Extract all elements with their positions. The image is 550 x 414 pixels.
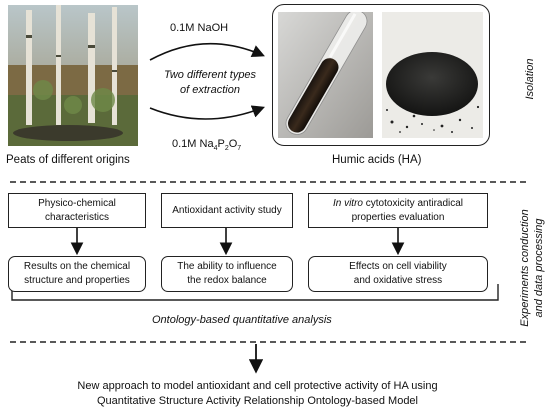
physico-chemical-line1: Physico-chemical	[38, 197, 116, 209]
experiments-label-line2: and data processing	[533, 218, 545, 318]
in-vitro-rest: cytotoxicity antiradical	[362, 197, 464, 209]
cell-viability-line1: Effects on cell viability	[349, 261, 447, 272]
test-tube-photo	[278, 12, 373, 138]
conclusion-text: New approach to model antioxidant and ce…	[0, 379, 515, 409]
naoh-label: 0.1M NaOH	[170, 22, 229, 34]
redox-balance-box: The ability to influence the redox balan…	[161, 256, 293, 292]
chemical-results-line1: Results on the chemical	[23, 261, 131, 272]
redox-balance-line2: the redox balance	[187, 275, 267, 286]
isolation-label: Isolation	[524, 58, 536, 100]
peat-forest-photo	[8, 5, 138, 146]
pyro-sub3: 7	[237, 145, 242, 153]
physico-chemical-box: Physico-chemical characteristics	[8, 193, 146, 228]
humic-acids-label: Humic acids (HA)	[332, 154, 422, 166]
extraction-line1: Two different types	[163, 69, 257, 81]
redox-balance-line1: The ability to influence	[177, 261, 277, 272]
naoh-arrow	[149, 42, 265, 61]
conclusion-line1: New approach to model antioxidant and ce…	[77, 380, 438, 392]
in-vitro-line1: In vitro cytotoxicity antiradical	[333, 197, 463, 211]
pyrophosphate-arrow	[149, 105, 265, 120]
physico-chemical-line2: characteristics	[45, 211, 109, 223]
experiments-label-line1: Experiments conduction	[519, 209, 531, 327]
antioxidant-activity-box: Antioxidant activity study	[161, 193, 293, 228]
cell-viability-box: Effects on cell viability and oxidative …	[308, 256, 488, 292]
pyro-end: O	[228, 138, 238, 150]
pyro-sub1: 4	[213, 145, 218, 153]
pyro-mid: P	[217, 138, 225, 150]
analysis-label: Ontology-based quantitative analysis	[152, 314, 332, 326]
pyro-sub2: 2	[224, 145, 229, 153]
chemical-results-line2: structure and properties	[24, 275, 130, 286]
conclusion-line2: Quantitative Structure Activity Relation…	[97, 395, 418, 407]
cell-viability-line2: and oxidative stress	[353, 275, 443, 286]
extraction-line2: of extraction	[180, 84, 240, 96]
antioxidant-activity-line1: Antioxidant activity study	[172, 204, 282, 216]
chemical-results-box: Results on the chemical structure and pr…	[8, 256, 146, 292]
in-vitro-line2: properties evaluation	[351, 211, 445, 223]
experiments-label: Experiments conduction and data processi…	[518, 188, 546, 348]
in-vitro-italic: In vitro	[332, 197, 363, 209]
pyrophosphate-label: 0.1M Na4P2O7	[172, 138, 241, 152]
peat-label: Peats of different origins	[6, 154, 130, 166]
extraction-label: Two different types of extraction	[160, 68, 260, 98]
bracket	[11, 284, 499, 301]
humic-powder-photo	[382, 12, 483, 138]
pyro-main: 0.1M Na	[172, 138, 214, 150]
in-vitro-box: In vitro cytotoxicity antiradical proper…	[308, 193, 488, 228]
